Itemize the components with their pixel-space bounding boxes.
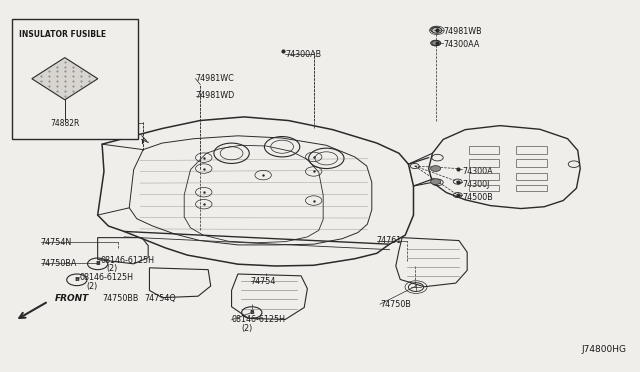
Text: 08146-6125H: 08146-6125H xyxy=(80,273,134,282)
Circle shape xyxy=(432,28,442,33)
Bar xyxy=(469,173,499,180)
Circle shape xyxy=(431,166,441,171)
Text: (2): (2) xyxy=(86,282,97,291)
Text: 74981WC: 74981WC xyxy=(196,74,234,83)
Bar xyxy=(469,160,499,167)
Text: 74754: 74754 xyxy=(250,277,276,286)
Circle shape xyxy=(431,179,441,185)
Text: B: B xyxy=(95,261,100,266)
Circle shape xyxy=(431,40,441,46)
Text: 74300J: 74300J xyxy=(462,180,490,189)
Bar xyxy=(516,160,547,167)
Text: 74981WD: 74981WD xyxy=(196,91,235,100)
Text: 74500B: 74500B xyxy=(462,193,493,202)
Text: 08146-6125H: 08146-6125H xyxy=(232,315,285,324)
Text: (2): (2) xyxy=(241,324,252,333)
Text: B: B xyxy=(74,278,79,282)
Text: FRONT: FRONT xyxy=(54,294,89,303)
Bar xyxy=(516,173,547,180)
Text: 74750BA: 74750BA xyxy=(41,259,77,267)
Text: 74300A: 74300A xyxy=(462,167,493,176)
Circle shape xyxy=(431,27,441,32)
Text: 74981WA: 74981WA xyxy=(96,119,134,128)
Text: 08146-6125H: 08146-6125H xyxy=(100,256,154,265)
Text: 74750BB: 74750BB xyxy=(102,294,138,302)
Text: J74800HG: J74800HG xyxy=(581,345,627,354)
Bar xyxy=(516,185,547,191)
Text: 74981WB: 74981WB xyxy=(443,27,482,36)
Text: (2): (2) xyxy=(106,264,118,273)
Text: B: B xyxy=(250,310,254,315)
FancyBboxPatch shape xyxy=(12,19,138,139)
Text: 74754N: 74754N xyxy=(41,237,72,247)
Text: 74300AA: 74300AA xyxy=(443,41,479,49)
Polygon shape xyxy=(32,58,98,100)
Text: 74300AB: 74300AB xyxy=(285,50,321,59)
Text: 74882R: 74882R xyxy=(50,119,79,128)
Bar xyxy=(469,146,499,154)
Text: 74761: 74761 xyxy=(377,236,402,245)
Text: INSULATOR FUSIBLE: INSULATOR FUSIBLE xyxy=(19,30,106,39)
Text: 74754Q: 74754Q xyxy=(145,294,176,302)
Text: 74750B: 74750B xyxy=(380,300,411,309)
Bar xyxy=(469,185,499,191)
Bar xyxy=(516,146,547,154)
